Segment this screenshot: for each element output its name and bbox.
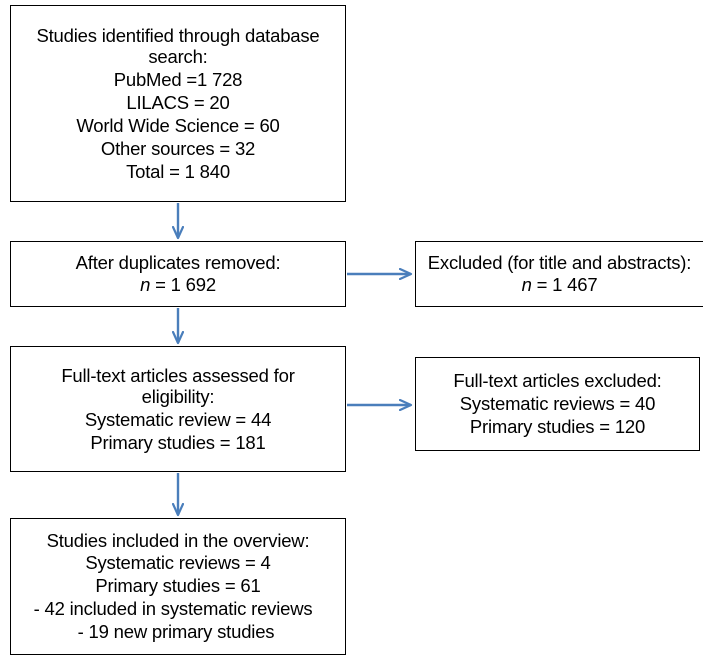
included-heading: Studies included in the overview: — [46, 529, 310, 551]
excluded-title-abstract-box: Excluded (for title and abstracts): n = … — [415, 241, 703, 307]
identified-other-sources: Other sources = 32 — [100, 137, 256, 159]
identified-world-wide-science: World Wide Science = 60 — [76, 114, 280, 136]
included-list-item: - 19 new primary studies — [77, 621, 275, 643]
n-symbol: n — [140, 274, 151, 296]
excluded-title-count: n = 1 467 — [522, 273, 598, 296]
fulltext-assessed-box: Full-text articles assessed for eligibil… — [10, 346, 346, 472]
excluded-fulltext-heading: Full-text articles excluded: — [453, 370, 662, 392]
excluded-fulltext-systematic-reviews: Systematic reviews = 40 — [459, 392, 656, 414]
included-list-item: - 42 included in systematic reviews — [33, 598, 313, 620]
fulltext-line: Full-text articles assessed for — [61, 364, 295, 386]
dedup-title: After duplicates removed: — [75, 251, 281, 273]
fulltext-excluded-box: Full-text articles excluded: Systematic … — [415, 357, 700, 451]
included-studies-box: Studies included in the overview: System… — [10, 518, 346, 655]
dedup-count: n = 1 692 — [140, 273, 216, 296]
identified-lilacs: LILACS = 20 — [126, 91, 230, 113]
n-symbol: n — [521, 274, 532, 296]
identified-line: Studies identified through database — [36, 24, 320, 46]
identified-studies-box: Studies identified through database sear… — [10, 5, 346, 202]
excluded-fulltext-primary-studies: Primary studies = 120 — [469, 415, 646, 437]
fulltext-primary-studies: Primary studies = 181 — [90, 431, 266, 453]
dedup-count-value: = 1 692 — [150, 274, 216, 296]
excluded-title-heading: Excluded (for title and abstracts): — [427, 251, 692, 273]
identified-pubmed: PubMed =1 728 — [113, 68, 243, 90]
included-primary-studies: Primary studies = 61 — [95, 575, 261, 597]
included-systematic-reviews: Systematic reviews = 4 — [85, 552, 271, 574]
fulltext-line: eligibility: — [141, 386, 215, 407]
identified-total: Total = 1 840 — [126, 160, 230, 182]
excluded-title-count-value: = 1 467 — [531, 274, 598, 296]
fulltext-systematic-review: Systematic review = 44 — [84, 408, 272, 430]
duplicates-removed-box: After duplicates removed: n = 1 692 — [10, 241, 346, 307]
identified-line: search: — [148, 46, 208, 67]
